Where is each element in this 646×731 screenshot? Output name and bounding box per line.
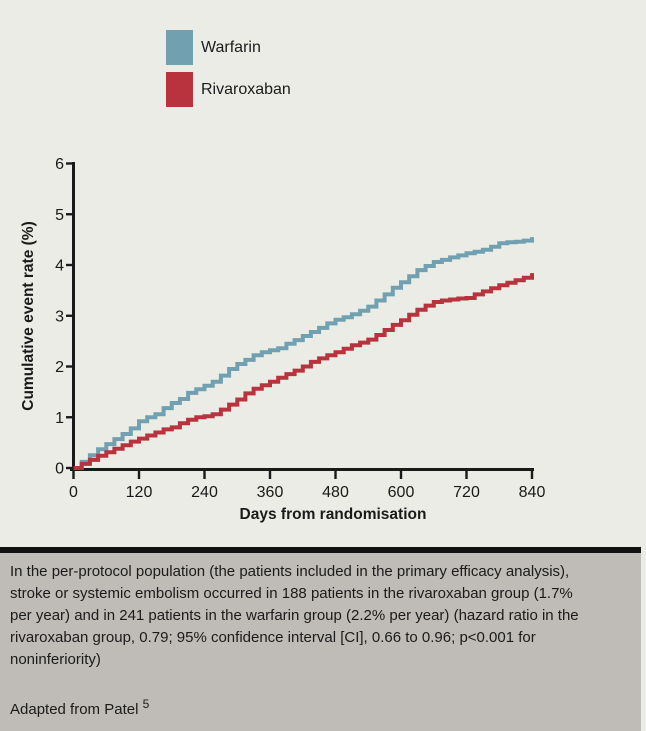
y-axis-title: Cumulative event rate (%)	[20, 221, 37, 411]
x-axis-title: Days from randomisation	[240, 506, 427, 523]
km-curve-chart: 0 1 2 3 4 5 6 0 120 240 360 480 600 720 840 Days from r…	[20, 156, 546, 523]
legend-label-warfarin: Warfarin	[201, 38, 261, 56]
x-tick-label: 840	[519, 484, 546, 501]
legend-item-rivaroxaban: Rivaroxaban	[166, 72, 291, 107]
legend: Warfarin Rivaroxaban	[166, 30, 291, 114]
warfarin-curve	[73, 237, 534, 470]
y-tick-label: 4	[55, 258, 64, 275]
x-tick-label: 720	[453, 484, 480, 501]
x-tick-label: 240	[191, 484, 218, 501]
legend-item-warfarin: Warfarin	[166, 30, 291, 65]
caption-source: Adapted from Patel 5	[10, 697, 621, 718]
y-tick-label: 0	[55, 461, 64, 478]
y-tick-label: 3	[55, 308, 64, 325]
x-tick-label: 120	[126, 484, 153, 501]
x-tick-label: 0	[69, 484, 78, 501]
caption-divider-bar	[0, 547, 641, 553]
y-tick-label: 2	[55, 359, 64, 376]
y-tick-label: 1	[55, 410, 64, 427]
x-tick-label: 600	[388, 484, 415, 501]
caption-source-text: Adapted from Patel	[10, 701, 139, 718]
caption-section: In the per-protocol population (the pati…	[0, 553, 641, 731]
rivaroxaban-swatch	[166, 72, 193, 107]
warfarin-swatch	[166, 30, 193, 65]
legend-label-rivaroxaban: Rivaroxaban	[201, 80, 291, 98]
x-tick-label: 480	[322, 484, 349, 501]
caption-source-ref: 5	[142, 697, 150, 711]
y-tick-label: 6	[55, 156, 64, 173]
y-tick-label: 5	[55, 207, 64, 224]
x-tick-label: 360	[257, 484, 284, 501]
caption-text: In the per-protocol population (the pati…	[10, 563, 579, 668]
rivaroxaban-curve	[73, 273, 534, 470]
